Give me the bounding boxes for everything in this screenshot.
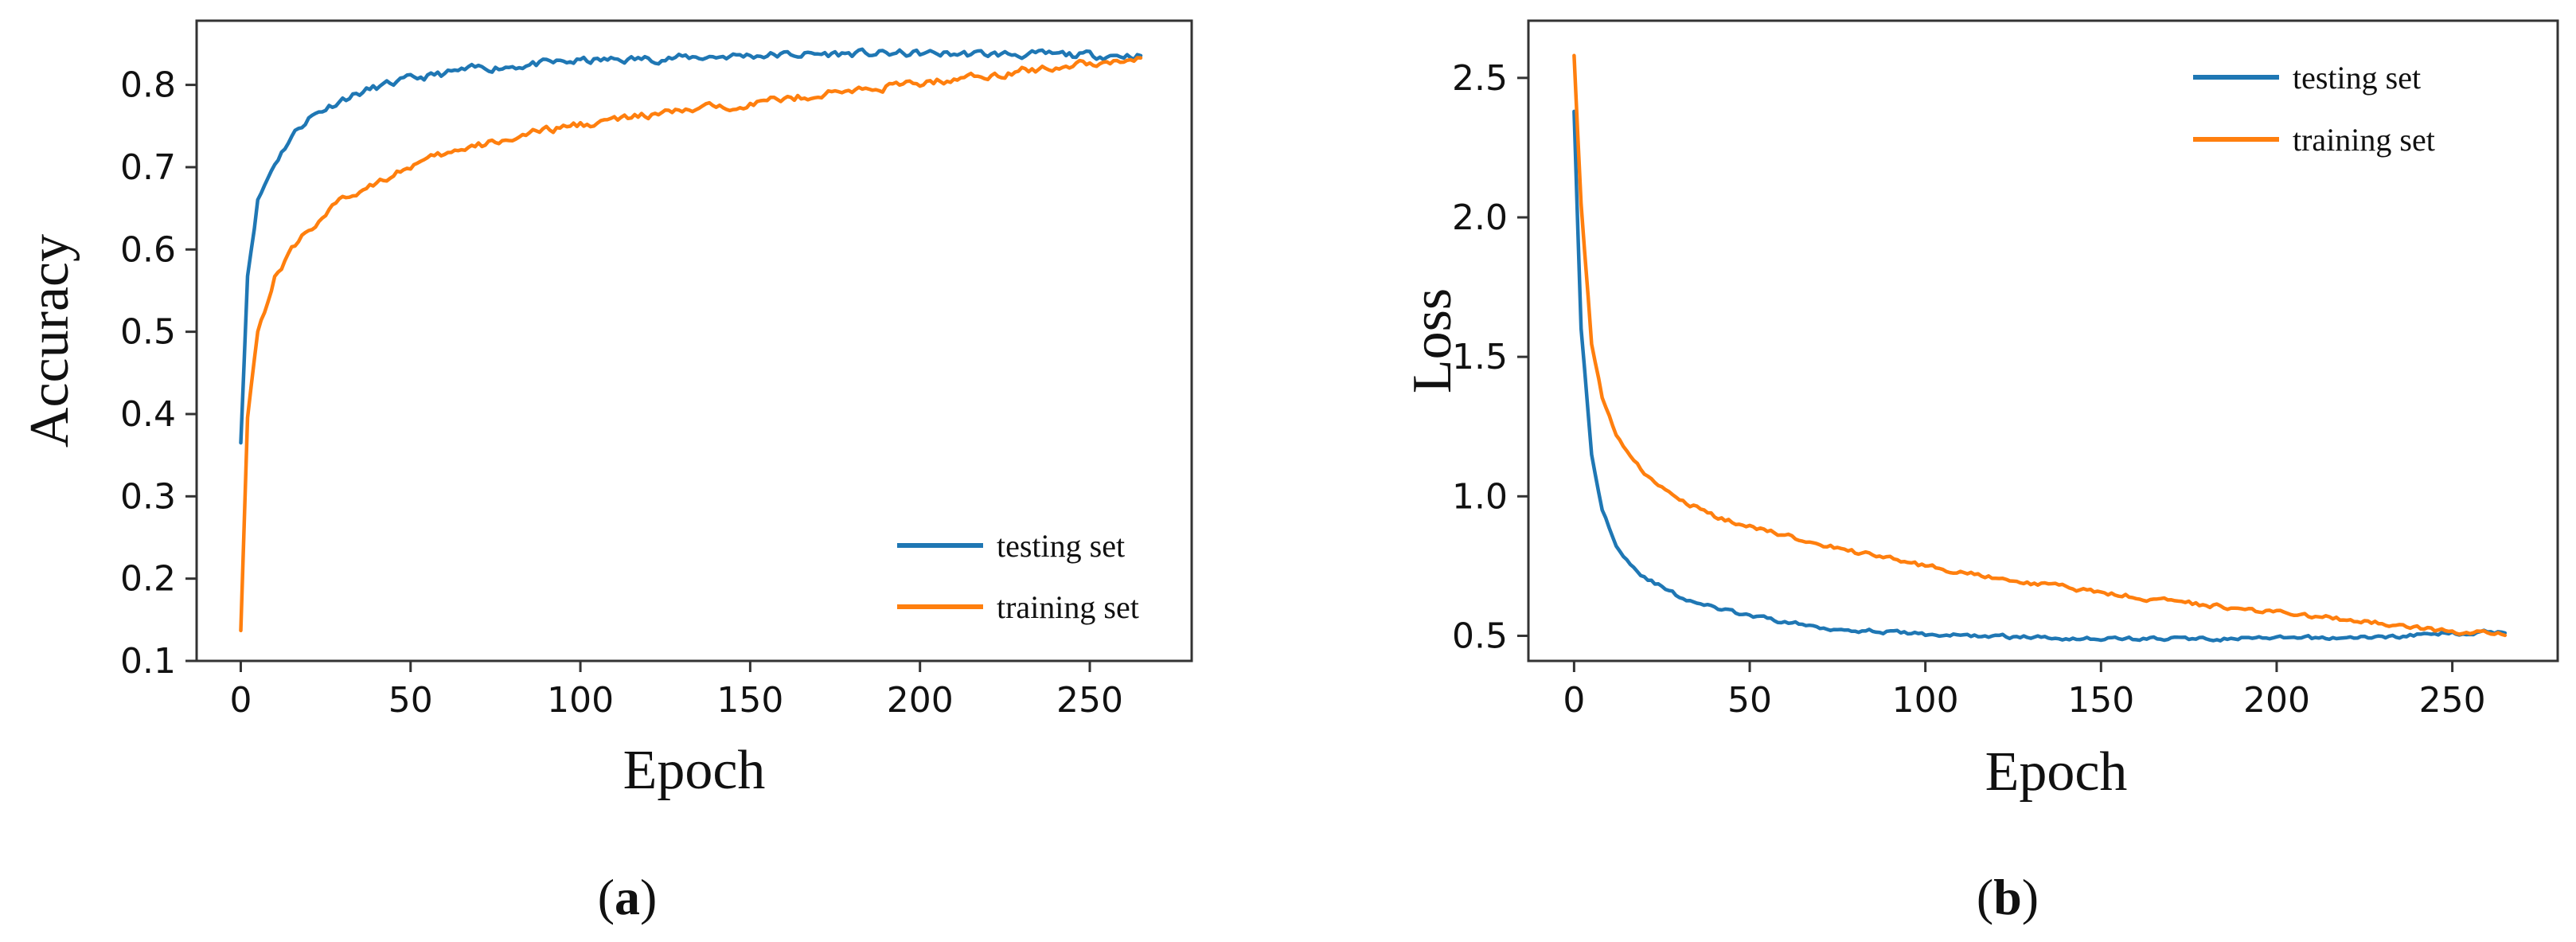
y-tick-label-a-4: 0.5 [120, 312, 176, 353]
x-tick-label-a-4: 200 [887, 680, 954, 721]
caption-open-a: ( [598, 869, 615, 925]
legend-label-testing-b: testing set [2293, 60, 2421, 96]
x-tick-label-a-1: 50 [388, 680, 433, 721]
plot-frame-b [1527, 19, 2559, 663]
x-tick-label-b-0: 0 [1563, 680, 1585, 721]
y-tick-label-a-0: 0.1 [120, 641, 176, 682]
series-line-testing-set-a [239, 47, 1143, 445]
y-tick-label-a-7: 0.8 [120, 65, 176, 106]
y-tick-label-a-5: 0.6 [120, 229, 176, 270]
chart-panel-a: 0 50 100 150 200 2500.10.20.30.40.50.60.70.8 … [19, 19, 1193, 925]
x-axis-label-a: Epoch [623, 740, 766, 801]
y-axis-label-b: Loss [1402, 288, 1463, 393]
series-line-training-set-a [239, 56, 1143, 633]
tick-layer-a: 0 50 100 150 200 250 0.1 0.2 0.3 0.4 0.5 0.6 0.7 0.8 [120, 65, 1123, 721]
legend-label-training-b: training set [2293, 122, 2435, 158]
legend-label-testing-a: testing set [997, 528, 1125, 564]
x-tick-label-a-3: 150 [716, 680, 783, 721]
caption-letter-b: b [1993, 869, 2022, 925]
series-layer-a [239, 47, 1143, 633]
chart-panel-b: 0 50 100 150 200 250 0.5 1.0 1.5 2.0 2.5 Epoch Los… [1402, 19, 2559, 925]
x-tick-label-b-1: 50 [1727, 680, 1772, 721]
caption-open-b: ( [1977, 869, 1993, 925]
y-tick-label-b-2: 1.5 [1452, 337, 1508, 377]
y-tick-label-a-2: 0.3 [120, 476, 176, 517]
y-tick-label-b-0: 0.5 [1452, 616, 1508, 656]
y-tick-label-b-4: 2.5 [1452, 58, 1508, 99]
y-axis-label-a: Accuracy [19, 234, 80, 448]
series-line-training-set-b [1572, 53, 2508, 638]
series-layer-b [1572, 53, 2508, 643]
y-tick-label-a-6: 0.7 [120, 147, 176, 188]
y-tick-label-b-3: 2.0 [1452, 197, 1508, 238]
y-tick-label-b-1: 1.0 [1452, 476, 1508, 517]
x-axis-label-b: Epoch [1985, 741, 2128, 803]
legend-a: testing set training set [897, 528, 1139, 625]
tick-layer-b: 0 50 100 150 200 250 0.5 1.0 1.5 2.0 2.5 [1452, 58, 2486, 721]
x-tick-label-b-3: 150 [2067, 680, 2134, 721]
x-tick-label-b-4: 200 [2243, 680, 2310, 721]
series-line-testing-set-b [1572, 109, 2508, 643]
y-tick-label-a-3: 0.4 [120, 394, 176, 435]
x-tick-label-a-2: 100 [547, 680, 614, 721]
panel-caption-a: (a) [598, 869, 658, 925]
legend-b: testing set training set [2193, 60, 2435, 158]
caption-letter-a: a [615, 869, 640, 925]
x-tick-label-b-2: 100 [1892, 680, 1959, 721]
x-tick-label-b-5: 250 [2419, 680, 2486, 721]
plot-frame-a [195, 19, 1193, 663]
caption-close-a: ) [640, 869, 657, 925]
caption-close-b: ) [2022, 869, 2039, 925]
y-tick-label-a-1: 0.2 [120, 559, 176, 600]
x-tick-label-a-0: 0 [229, 680, 252, 721]
panel-caption-b: (b) [1977, 869, 2039, 925]
legend-label-training-a: training set [997, 589, 1139, 625]
x-tick-label-a-5: 250 [1056, 680, 1123, 721]
